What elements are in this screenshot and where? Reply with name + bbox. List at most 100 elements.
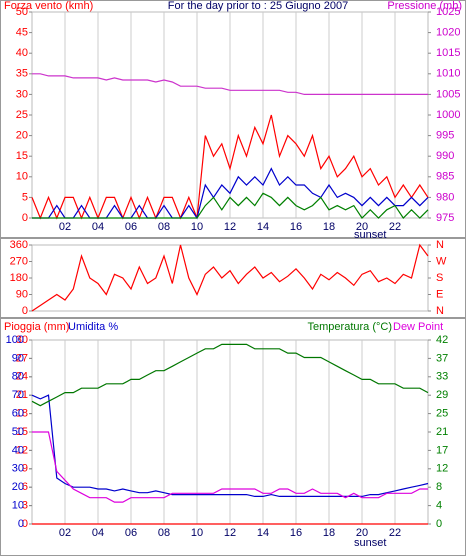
- x-tick-label: 04: [92, 221, 104, 233]
- series-line: [32, 431, 428, 503]
- y2-tick-label: S: [436, 272, 443, 284]
- x-tick-label: 14: [257, 527, 269, 539]
- y-tick-label: 6: [22, 481, 28, 493]
- x-tick-label: 20: [356, 221, 368, 233]
- y2-tick-label: W: [436, 255, 447, 267]
- y-tick-label: 360: [10, 239, 28, 251]
- y2-tick-label: 37: [436, 352, 448, 364]
- y2-tick-label: 995: [436, 130, 454, 142]
- y-tick-label: 10: [16, 171, 28, 183]
- x-tick-label: 08: [158, 221, 170, 233]
- y3-tick-label: 50: [12, 426, 24, 438]
- y-tick-label: 50: [16, 6, 28, 18]
- y-tick-label: 15: [16, 150, 28, 162]
- y2-tick-label: 1000: [436, 109, 460, 121]
- y-tick-label: 30: [16, 334, 28, 346]
- chart-title: For the day prior to : 25 Giugno 2007: [168, 0, 348, 12]
- y-tick-label: 5: [22, 191, 28, 203]
- x-tick-label: 12: [224, 221, 236, 233]
- x-tick-label: 22: [389, 527, 401, 539]
- series-line: [32, 192, 429, 219]
- y2-tick-label: N: [436, 305, 444, 317]
- y3-tick-label: 30: [12, 463, 24, 475]
- y2-tick-label: N: [436, 239, 444, 251]
- y3-tick-label: 80: [12, 371, 24, 383]
- y-tick-label: 27: [16, 352, 28, 364]
- y3-tick-label: 40: [12, 444, 24, 456]
- y-tick-label: 0: [22, 518, 28, 530]
- y-tick-label: 45: [16, 27, 28, 39]
- series-line: [32, 73, 428, 96]
- x-tick-label: 14: [257, 221, 269, 233]
- x-tick-label: 04: [92, 527, 104, 539]
- x-tick-label: 16: [290, 221, 302, 233]
- y2-tick-label: E: [436, 288, 443, 300]
- x-tick-label: 20: [356, 527, 368, 539]
- y2-tick-label: 12: [436, 463, 448, 475]
- y3-tick-label: 20: [12, 481, 24, 493]
- series-line: [31, 394, 429, 497]
- y2-tick-label: 0: [436, 518, 442, 530]
- series-line: [31, 243, 429, 312]
- y2-tick-label: 985: [436, 171, 454, 183]
- y2-tick-label: 21: [436, 426, 448, 438]
- x-tick-label: 08: [158, 527, 170, 539]
- y2-tick-label: 8: [436, 481, 442, 493]
- y3-tick-label: 0: [18, 518, 24, 530]
- wind-axis-label: Forza vento (kmh): [4, 0, 93, 12]
- rain-label: Pioggia (mm): [4, 321, 69, 333]
- y3-tick-label: 100: [6, 334, 24, 346]
- sunset-label: sunset: [354, 229, 386, 241]
- y-tick-label: 21: [16, 389, 28, 401]
- x-tick-label: 02: [59, 527, 71, 539]
- x-tick-label: 18: [323, 221, 335, 233]
- y2-tick-label: 1015: [436, 47, 460, 59]
- y2-tick-label: 1005: [436, 88, 460, 100]
- y-tick-label: 30: [16, 88, 28, 100]
- series-line: [31, 343, 429, 407]
- x-tick-label: 22: [389, 221, 401, 233]
- y-tick-label: 90: [16, 288, 28, 300]
- y2-tick-label: 980: [436, 191, 454, 203]
- x-tick-label: 18: [323, 527, 335, 539]
- humidity-label: Umidita %: [68, 321, 118, 333]
- y-tick-label: 15: [16, 426, 28, 438]
- y-tick-label: 24: [16, 371, 28, 383]
- y2-tick-label: 990: [436, 150, 454, 162]
- y2-tick-label: 25: [436, 408, 448, 420]
- y-tick-label: 18: [16, 408, 28, 420]
- sunset-label: sunset: [354, 537, 386, 549]
- y2-tick-label: 33: [436, 371, 448, 383]
- y2-tick-label: 17: [436, 444, 448, 456]
- y3-tick-label: 70: [12, 389, 24, 401]
- x-tick-label: 12: [224, 527, 236, 539]
- plot-area: [31, 244, 429, 312]
- y-tick-label: 12: [16, 444, 28, 456]
- y3-tick-label: 90: [12, 352, 24, 364]
- y2-tick-label: 29: [436, 389, 448, 401]
- pressure-axis-label: Pressione (mb): [387, 0, 462, 12]
- temperature-label: Temperatura (°C): [308, 321, 392, 333]
- x-tick-label: 06: [125, 221, 137, 233]
- y2-tick-label: 42: [436, 334, 448, 346]
- y2-tick-label: 1025: [436, 6, 460, 18]
- y-tick-label: 180: [10, 272, 28, 284]
- dewpoint-label: Dew Point: [393, 321, 443, 333]
- y-tick-label: 0: [22, 212, 28, 224]
- y-tick-label: 35: [16, 68, 28, 80]
- x-tick-label: 16: [290, 527, 302, 539]
- y-tick-label: 40: [16, 47, 28, 59]
- y2-tick-label: 975: [436, 212, 454, 224]
- y2-tick-label: 4: [436, 500, 442, 512]
- x-tick-label: 10: [191, 221, 203, 233]
- y-tick-label: 0: [22, 305, 28, 317]
- y2-tick-label: 1020: [436, 27, 460, 39]
- y-tick-label: 3: [22, 500, 28, 512]
- y-tick-label: 20: [16, 130, 28, 142]
- y2-tick-label: 1010: [436, 68, 460, 80]
- y-tick-label: 270: [10, 255, 28, 267]
- x-tick-label: 10: [191, 527, 203, 539]
- x-tick-label: 02: [59, 221, 71, 233]
- y-tick-label: 9: [22, 463, 28, 475]
